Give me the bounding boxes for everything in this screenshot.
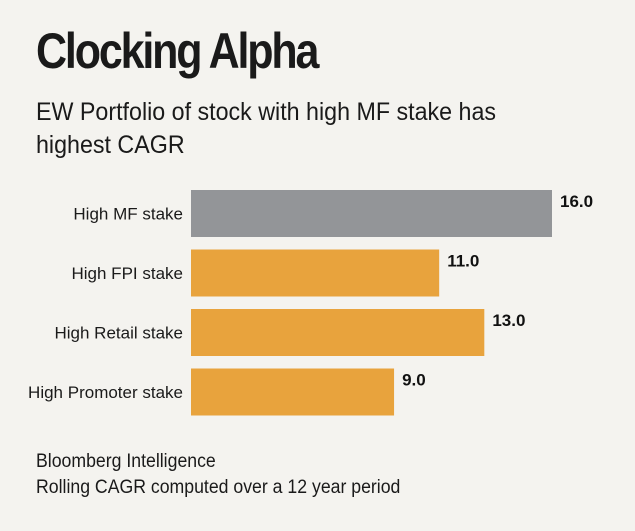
bar <box>191 309 485 356</box>
value-label: 9.0 <box>402 371 426 390</box>
chart-footer: Bloomberg Intelligence Rolling CAGR comp… <box>36 449 400 501</box>
chart-subtitle: EW Portfolio of stock with high MF stake… <box>36 98 497 159</box>
chart-title: Clocking Alpha <box>36 23 319 79</box>
bar <box>191 368 395 416</box>
note-text: Rolling CAGR computed over a 12 year per… <box>36 477 401 498</box>
value-label: 16.0 <box>560 192 593 211</box>
category-label: High Promoter stake <box>28 383 183 402</box>
bar <box>191 249 440 297</box>
source-text: Bloomberg Intelligence <box>36 451 216 472</box>
value-label: 13.0 <box>492 311 525 330</box>
category-label: High MF stake <box>73 205 183 224</box>
bar-chart: High MF stake 16.0 High FPI stake 11.0 High … <box>28 190 593 416</box>
category-label: High Retail stake <box>54 324 183 343</box>
category-label: High FPI stake <box>72 264 184 283</box>
value-label: 11.0 <box>447 252 479 271</box>
bar <box>191 190 552 237</box>
